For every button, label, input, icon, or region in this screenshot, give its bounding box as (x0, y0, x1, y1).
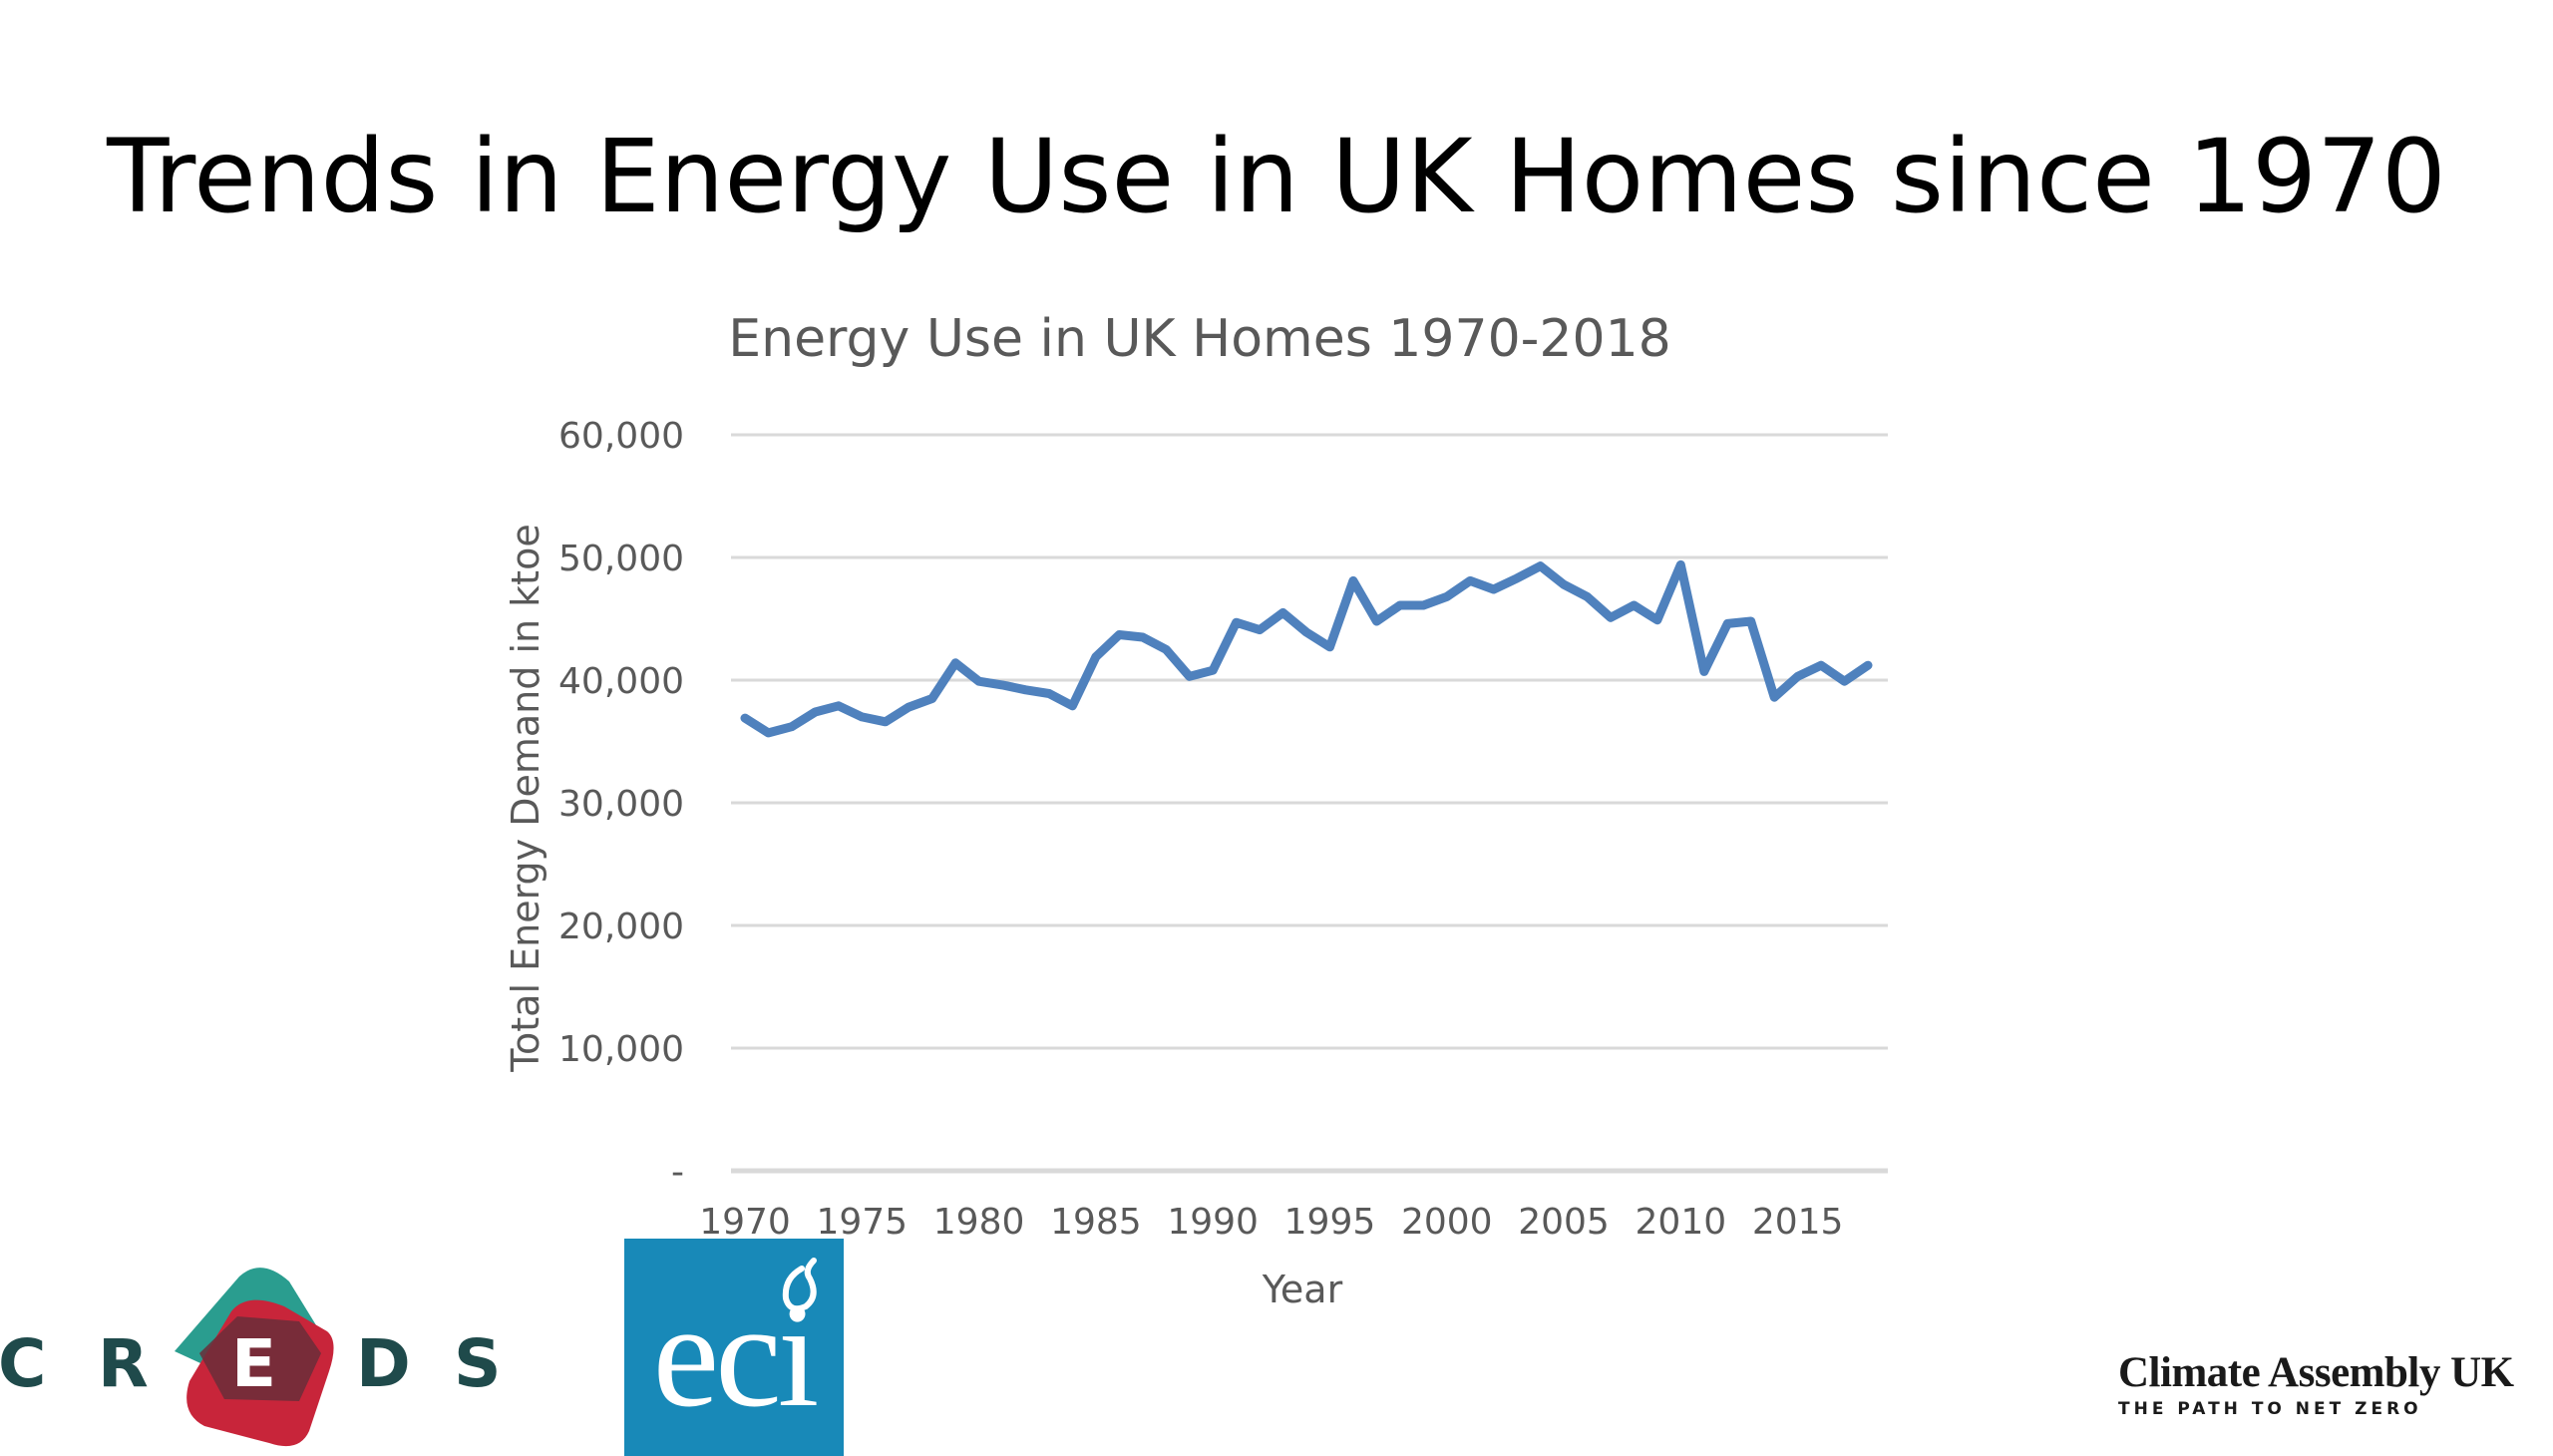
x-axis-label: Year (1262, 1268, 1343, 1311)
x-tick-label: 2005 (1518, 1202, 1610, 1243)
gridlines (731, 435, 1888, 1171)
y-tick-label: - (671, 1152, 684, 1193)
creds-letter-r: R (98, 1325, 149, 1402)
y-axis-ticks: - 10,000 20,000 30,000 40,000 50,000 60,000 (558, 416, 684, 1193)
x-axis-ticks: 1970 1975 1980 1985 1990 1995 2000 2005 2010 2015 (699, 1202, 1843, 1243)
x-tick-label: 1970 (699, 1202, 791, 1243)
climate-assembly-logo: Climate Assembly UK THE PATH TO NET ZERO (2118, 1348, 2537, 1419)
chart-title: Energy Use in UK Homes 1970-2018 (728, 309, 1671, 369)
y-tick-label: 40,000 (558, 661, 684, 702)
creds-letter-e: E (231, 1325, 276, 1402)
creds-letter-s: S (454, 1325, 502, 1402)
climate-assembly-name: Climate Assembly UK (2118, 1348, 2537, 1397)
x-tick-label: 1980 (933, 1202, 1025, 1243)
eci-logo: eci (624, 1239, 844, 1456)
climate-assembly-tagline: THE PATH TO NET ZERO (2118, 1399, 2537, 1419)
creds-logo: C R E D S (0, 1262, 519, 1456)
x-tick-label: 1985 (1050, 1202, 1142, 1243)
x-tick-label: 2000 (1401, 1202, 1493, 1243)
x-tick-label: 1995 (1284, 1202, 1376, 1243)
y-tick-label: 20,000 (558, 907, 684, 947)
x-tick-label: 1990 (1167, 1202, 1259, 1243)
y-tick-label: 50,000 (558, 539, 684, 579)
x-tick-label: 1975 (816, 1202, 908, 1243)
series-line (745, 564, 1868, 733)
creds-letter-d: D (356, 1325, 411, 1402)
eci-logo-text: eci (628, 1280, 840, 1430)
x-tick-label: 2010 (1636, 1202, 1727, 1243)
y-axis-label: Total Energy Demand in ktoe (504, 524, 547, 1072)
y-tick-label: 60,000 (558, 416, 684, 457)
y-tick-label: 10,000 (558, 1029, 684, 1070)
creds-letter-c: C (0, 1325, 46, 1402)
y-tick-label: 30,000 (558, 784, 684, 825)
x-tick-label: 2015 (1752, 1202, 1844, 1243)
